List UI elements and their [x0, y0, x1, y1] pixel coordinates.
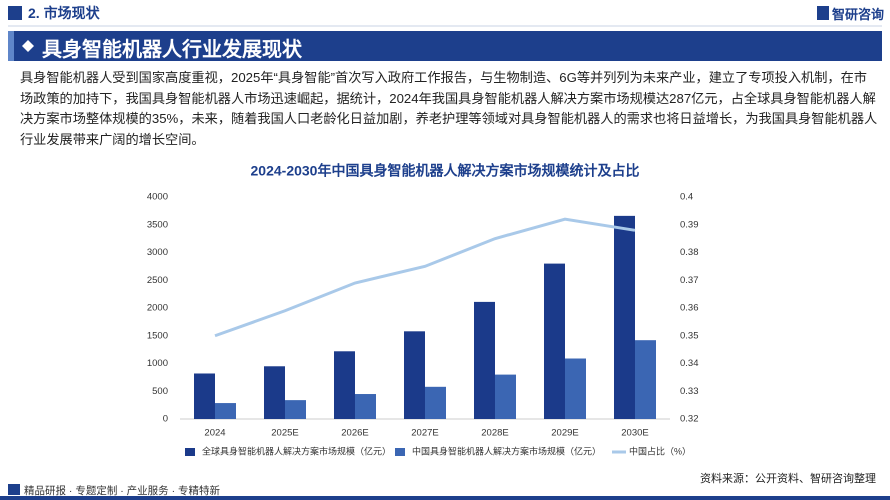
y2-tick-label: 0.35 — [680, 330, 699, 341]
footer-text: 精品研报 · 专题定制 · 产业服务 · 专精特新 — [24, 485, 220, 497]
x-tick-label: 2026E — [341, 428, 368, 439]
y2-tick-label: 0.33 — [680, 386, 699, 397]
y2-tick-label: 0.37 — [680, 275, 699, 286]
x-tick-label: 2028E — [481, 428, 508, 439]
y-tick-label: 2000 — [147, 303, 168, 314]
y2-tick-label: 0.4 — [680, 192, 693, 203]
section-icon — [8, 6, 22, 20]
bar — [635, 340, 656, 419]
line — [214, 217, 636, 338]
banner-title: 具身智能机器人行业发展现状 — [42, 39, 302, 61]
x-tick-label: 2030E — [621, 428, 648, 439]
bar — [285, 400, 306, 419]
x-tick-label: 2024 — [204, 428, 225, 439]
y-tick-label: 1500 — [147, 330, 168, 341]
x-tick-label: 2025E — [271, 428, 298, 439]
banner-icon — [22, 40, 34, 52]
y-tick-label: 3500 — [147, 219, 168, 230]
y2-tick-label: 0.38 — [680, 247, 699, 258]
y2-tick-label: 0.36 — [680, 303, 699, 314]
bar — [215, 403, 236, 419]
bar — [544, 263, 565, 419]
legend-label: 全球具身智能机器人解决方案市场规模（亿元） — [202, 445, 391, 456]
bar — [355, 394, 376, 419]
section-title: 2. 市场现状 — [28, 5, 100, 21]
y-tick-label: 4000 — [147, 192, 168, 203]
x-tick-label: 2029E — [551, 428, 578, 439]
paragraph: 具身智能机器人受到国家高度重视，2025年“具身智能”首次写入政府工作报告，与生… — [20, 70, 878, 147]
y2-tick-label: 0.32 — [680, 414, 699, 425]
y-tick-label: 500 — [152, 386, 168, 397]
bar — [425, 386, 446, 419]
bar — [495, 374, 516, 419]
banner — [8, 31, 882, 61]
x-tick-label: 2027E — [411, 428, 438, 439]
bar — [194, 373, 215, 419]
bar — [334, 351, 355, 419]
footer-icon — [8, 484, 20, 495]
legend-swatch — [185, 448, 195, 456]
logo-icon — [817, 6, 829, 20]
banner-accent — [8, 31, 14, 61]
y-tick-label: 3000 — [147, 247, 168, 258]
y-tick-label: 0 — [163, 414, 168, 425]
legend-label: 中国占比（%） — [629, 445, 691, 456]
logo: 智研咨询 — [832, 7, 885, 22]
bar — [264, 366, 285, 419]
y2-tick-label: 0.34 — [680, 358, 699, 369]
bar — [404, 331, 425, 419]
legend-swatch — [395, 448, 405, 456]
y-tick-label: 2500 — [147, 275, 168, 286]
source: 资料来源：公开资料、智研咨询整理 — [700, 473, 876, 485]
bar — [474, 301, 495, 419]
chart-title: 2024-2030年中国具身智能机器人解决方案市场规模统计及占比 — [251, 163, 640, 179]
legend-label: 中国具身智能机器人解决方案市场规模（亿元） — [412, 445, 601, 456]
y2-tick-label: 0.39 — [680, 219, 699, 230]
bar — [614, 215, 635, 419]
bar — [565, 358, 586, 419]
y-tick-label: 1000 — [147, 358, 168, 369]
